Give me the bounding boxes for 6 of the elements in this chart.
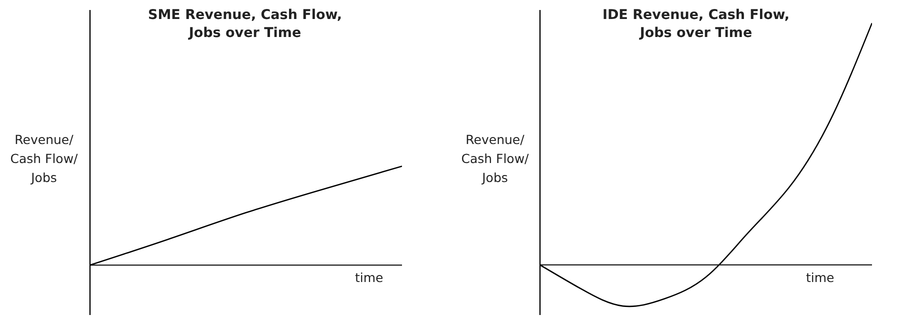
chart-title: SME Revenue, Cash Flow, Jobs over Time: [146, 6, 344, 42]
y-axis-title: Revenue/ Cash Flow/ Jobs: [460, 131, 530, 187]
chart-title: IDE Revenue, Cash Flow, Jobs over Time: [601, 6, 791, 42]
x-axis-title: time: [355, 270, 384, 285]
x-axis-title: time: [806, 270, 834, 285]
y-axis-title: Revenue/ Cash Flow/ Jobs: [9, 131, 79, 187]
